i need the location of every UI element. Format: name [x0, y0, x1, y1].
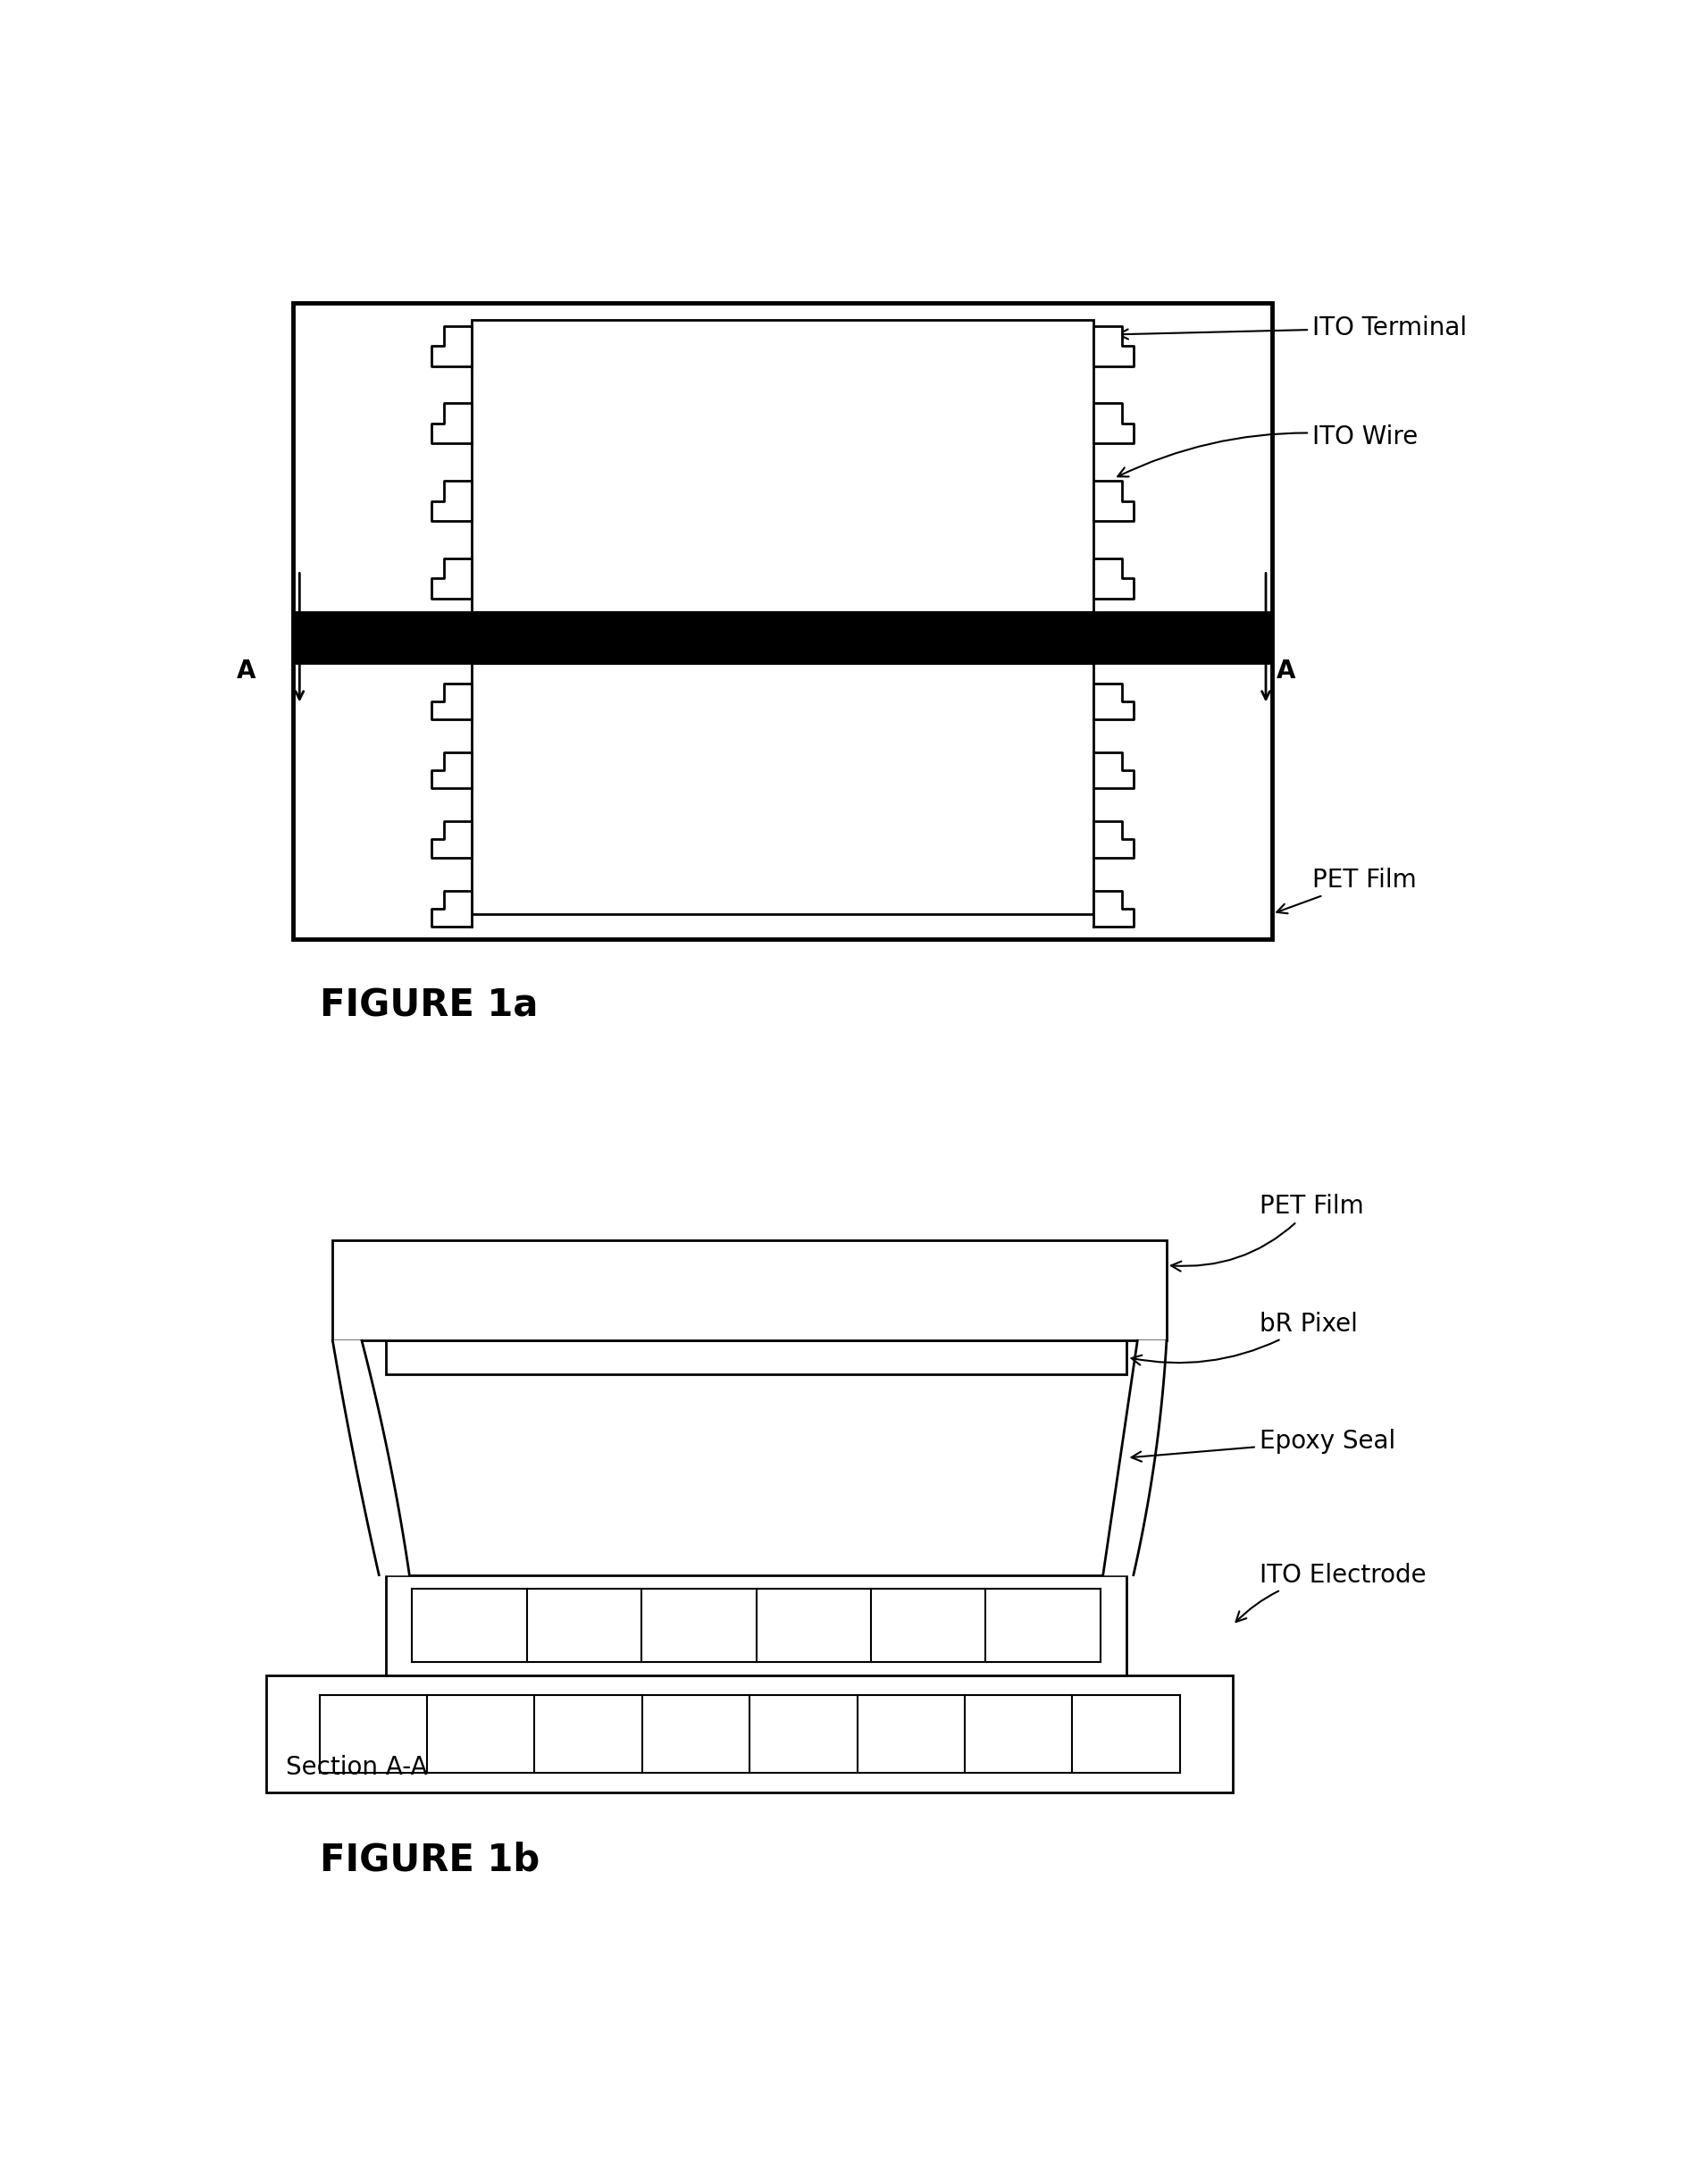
Text: bR Pixel: bR Pixel [1131, 1311, 1358, 1365]
Polygon shape [432, 752, 471, 789]
Polygon shape [432, 822, 471, 857]
Polygon shape [1093, 326, 1134, 365]
Polygon shape [1093, 822, 1134, 857]
Bar [386, 1341, 1127, 1374]
Bar [294, 302, 1272, 939]
Text: A: A [1276, 659, 1295, 683]
Text: FIGURE 1a: FIGURE 1a [319, 987, 538, 1024]
Polygon shape [1093, 404, 1134, 443]
Text: Section A-A: Section A-A [287, 1754, 429, 1781]
Text: ITO Electrode: ITO Electrode [1237, 1563, 1426, 1622]
Polygon shape [432, 683, 471, 720]
Polygon shape [1093, 559, 1134, 598]
Text: PET Film: PET Film [1278, 867, 1416, 913]
Polygon shape [432, 891, 471, 926]
Text: ITO Wire: ITO Wire [1117, 424, 1418, 476]
Bar [386, 1574, 1127, 1676]
Polygon shape [333, 1341, 410, 1574]
Text: A: A [237, 659, 256, 683]
Bar [266, 1676, 1233, 1794]
Polygon shape [1093, 891, 1134, 926]
Text: FIGURE 1b: FIGURE 1b [319, 1841, 540, 1878]
Polygon shape [432, 480, 471, 522]
Text: ITO Terminal: ITO Terminal [1119, 315, 1467, 341]
Bar [333, 1239, 1167, 1341]
Bar [471, 663, 1093, 913]
Bar [471, 320, 1093, 613]
Polygon shape [1093, 752, 1134, 789]
Polygon shape [432, 326, 471, 365]
Text: PET Film: PET Film [1172, 1194, 1363, 1272]
Polygon shape [1093, 480, 1134, 522]
Polygon shape [1093, 683, 1134, 720]
Polygon shape [1103, 1341, 1167, 1574]
Bar [294, 613, 1272, 663]
Polygon shape [432, 404, 471, 443]
Polygon shape [432, 559, 471, 598]
Text: Epoxy Seal: Epoxy Seal [1131, 1428, 1395, 1461]
